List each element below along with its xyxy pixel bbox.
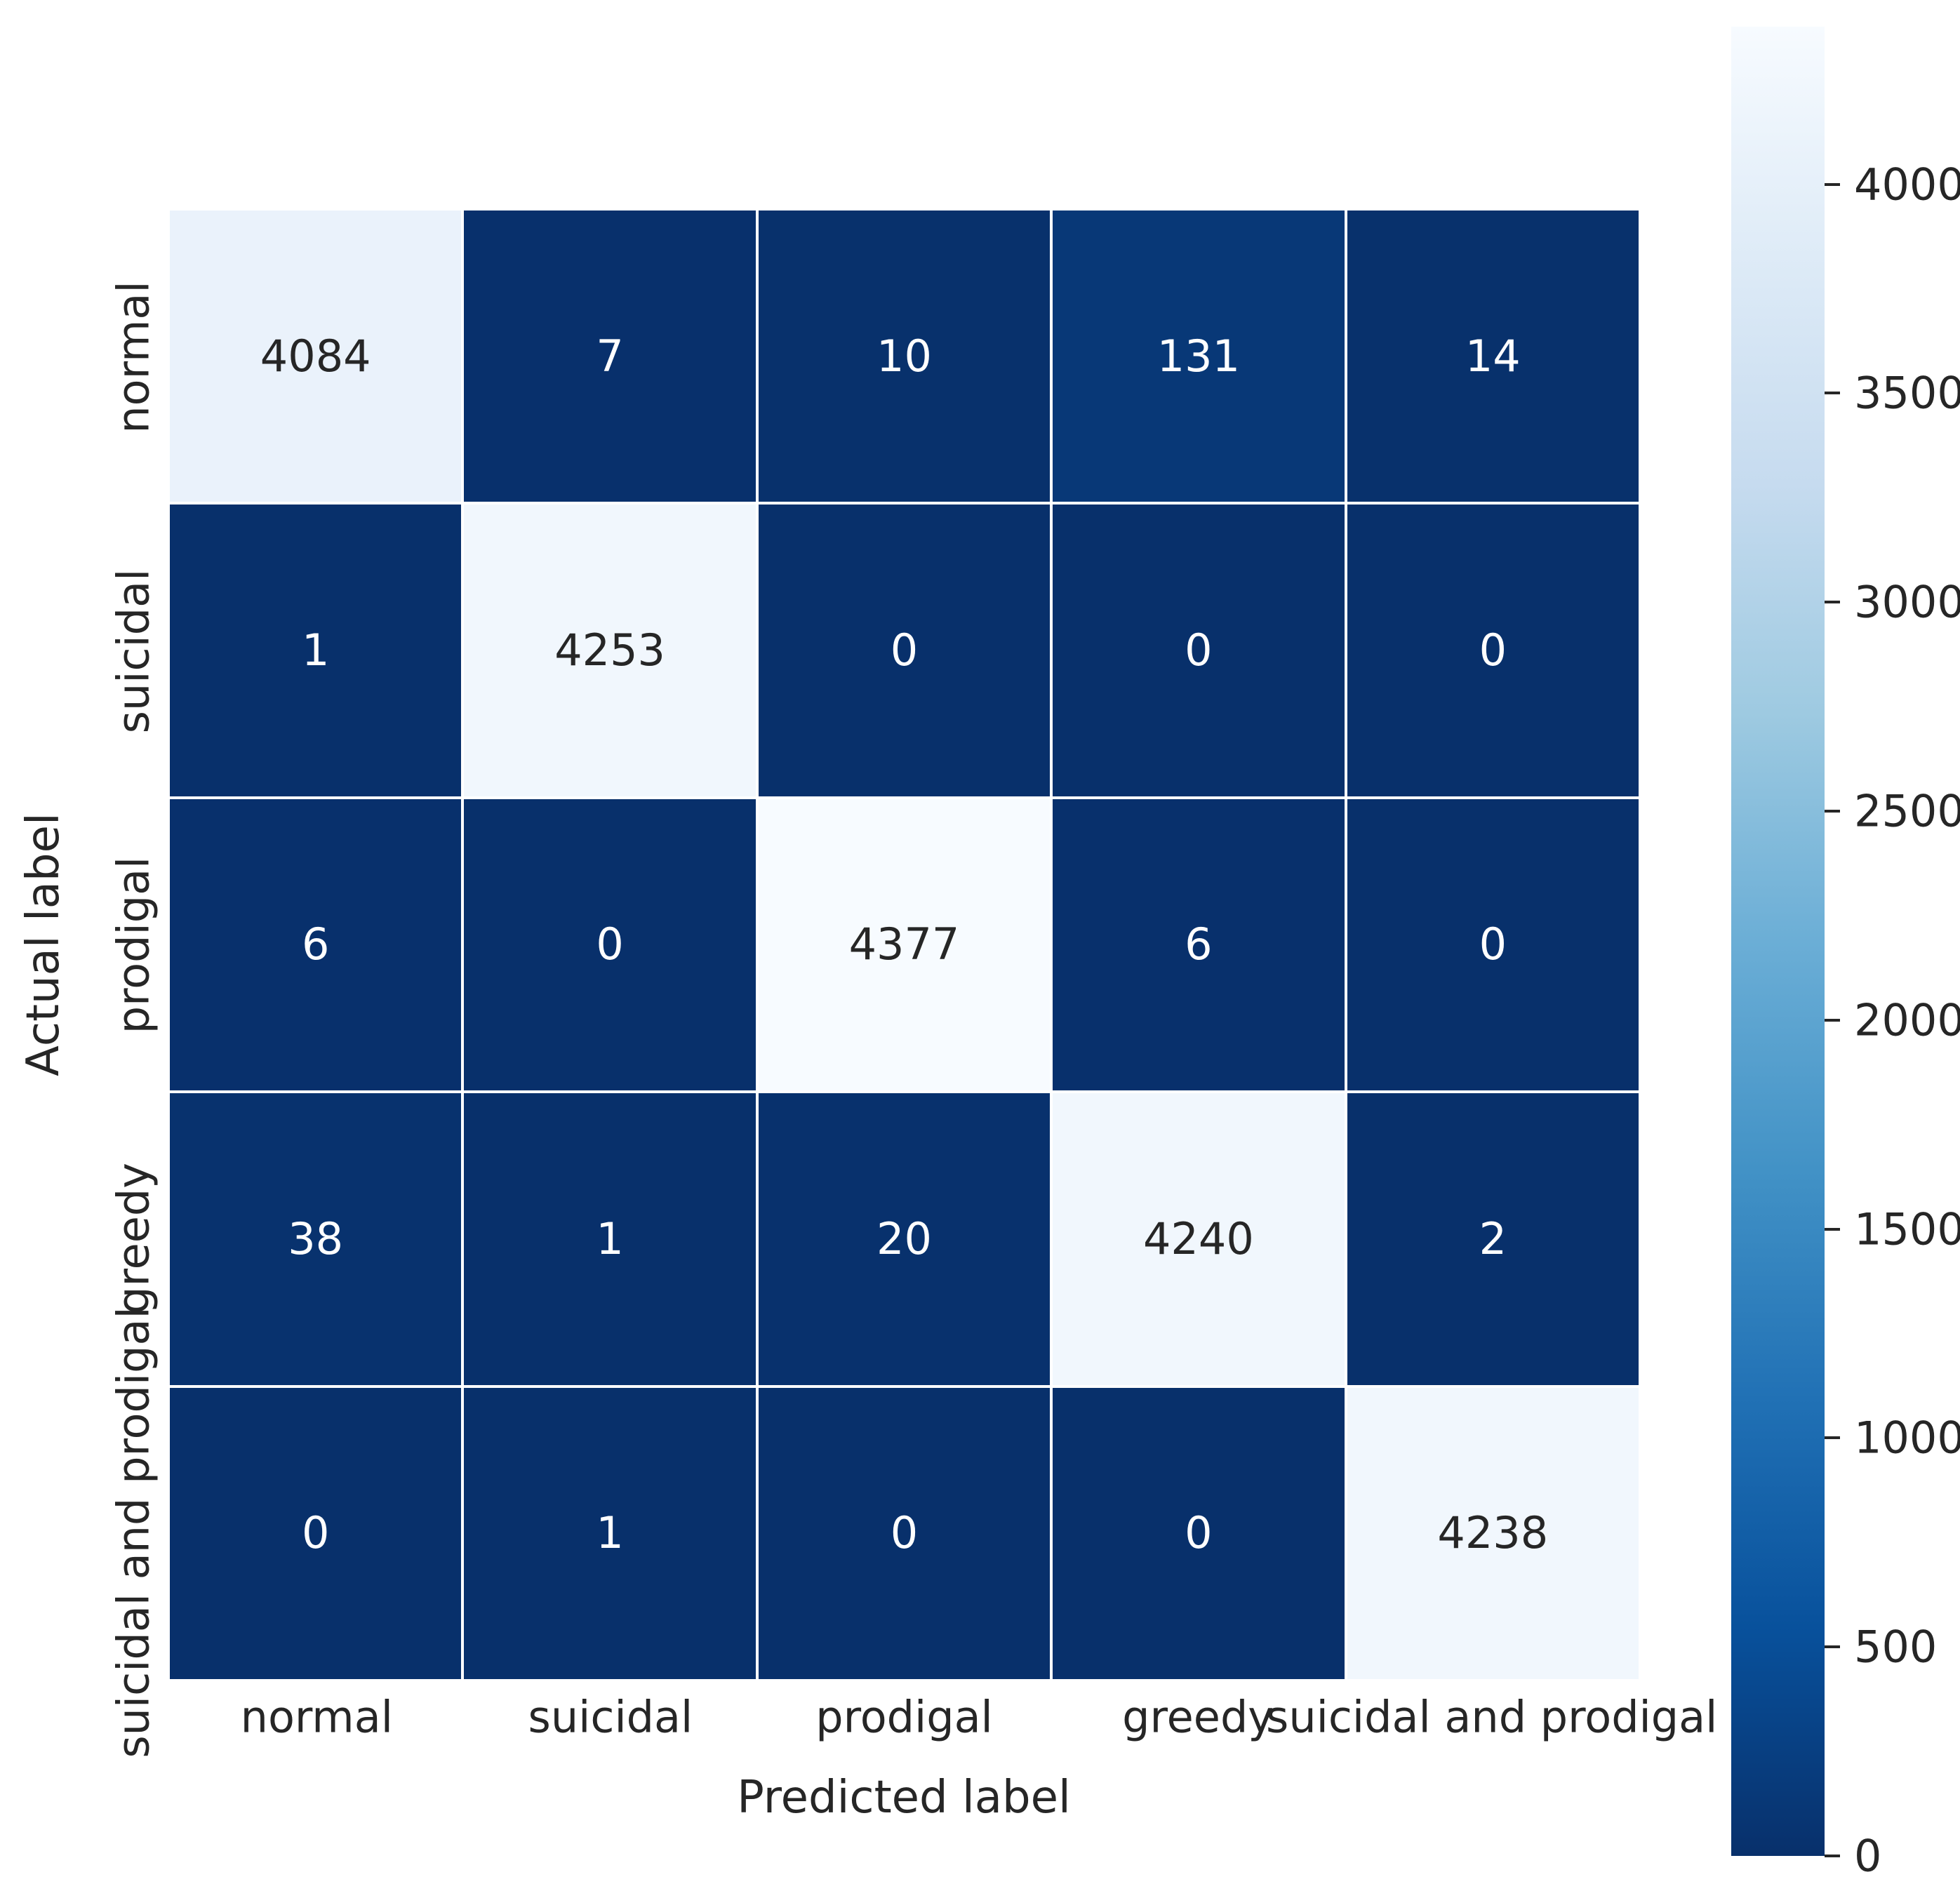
cell-value: 4377: [848, 918, 960, 970]
y-axis-title: Actual label: [18, 813, 69, 1076]
x-tick-label: prodigal: [815, 1691, 993, 1743]
colorbar-tick-label: 2500: [1854, 785, 1960, 837]
cell-value: 38: [288, 1212, 344, 1264]
heatmap-cell: 131: [1053, 211, 1345, 502]
y-tick-label: prodigal: [107, 856, 159, 1034]
colorbar-tick-dash: [1825, 1855, 1840, 1857]
colorbar-tick-label: 3000: [1854, 576, 1960, 628]
heatmap-cell: 0: [1347, 505, 1639, 796]
colorbar-tick-dash: [1825, 1227, 1840, 1231]
cell-value: 0: [1479, 624, 1507, 676]
cell-value: 6: [301, 918, 330, 970]
heatmap-cell: 6: [170, 799, 462, 1091]
heatmap-cell: 4238: [1347, 1387, 1639, 1679]
heatmap-cell: 0: [464, 799, 756, 1091]
heatmap-cell: 0: [758, 1387, 1051, 1679]
x-tick-label: suicidal and prodigal: [1266, 1691, 1718, 1743]
cell-value: 4238: [1437, 1507, 1549, 1559]
y-tick-label: suicidal: [107, 568, 159, 734]
colorbar-tick-label: 500: [1854, 1621, 1938, 1673]
heatmap-cell: 6: [1053, 799, 1345, 1091]
heatmap-cell: 4084: [170, 211, 462, 502]
cell-value: 0: [596, 918, 624, 970]
colorbar-tick-dash: [1825, 601, 1840, 604]
colorbar-tick-label: 2000: [1854, 994, 1960, 1046]
colorbar-tick-dash: [1825, 182, 1840, 186]
y-tick-label: normal: [107, 281, 159, 434]
cell-value: 131: [1156, 330, 1241, 382]
cell-value: 0: [301, 1507, 330, 1559]
cell-value: 6: [1185, 918, 1213, 970]
cell-value: 0: [890, 1507, 919, 1559]
cell-value: 0: [1185, 624, 1213, 676]
heatmap-cell: 4377: [758, 799, 1051, 1091]
cell-value: 1: [301, 624, 330, 676]
heatmap-cell: 0: [758, 505, 1051, 796]
colorbar-tick-dash: [1825, 392, 1840, 395]
heatmap-cell: 1: [464, 1387, 756, 1679]
cell-value: 7: [596, 330, 624, 382]
heatmap-cell: 0: [1053, 505, 1345, 796]
heatmap-cell: 14: [1347, 211, 1639, 502]
heatmap-cell: 0: [1053, 1387, 1345, 1679]
heatmap-cell: 7: [464, 211, 756, 502]
x-tick-label: suicidal: [528, 1691, 693, 1743]
cell-value: 4253: [554, 624, 665, 676]
cell-value: 14: [1465, 330, 1521, 382]
y-tick-label: suicidal and prodigal: [107, 1307, 159, 1758]
cell-value: 1: [596, 1507, 624, 1559]
x-axis-title: Predicted label: [737, 1772, 1071, 1824]
cell-value: 2: [1479, 1212, 1507, 1264]
cell-value: 0: [890, 624, 919, 676]
colorbar-tick-label: 3500: [1854, 367, 1960, 419]
colorbar-tick-label: 1000: [1854, 1412, 1960, 1464]
cell-value: 20: [876, 1212, 932, 1264]
colorbar-tick-dash: [1825, 1436, 1840, 1440]
cell-value: 4084: [260, 330, 371, 382]
colorbar: [1731, 27, 1825, 1856]
heatmap-cell: 10: [758, 211, 1051, 502]
cell-value: 0: [1479, 918, 1507, 970]
heatmap-cell: 0: [1347, 799, 1639, 1091]
y-tick-label: greedy: [107, 1163, 159, 1315]
colorbar-tick-label: 4000: [1854, 159, 1960, 211]
colorbar-gradient: [1731, 27, 1825, 1856]
heatmap-cell: 1: [170, 505, 462, 796]
heatmap-cell: 20: [758, 1093, 1051, 1385]
heatmap-grid: 4084 7 10 131 14 1 4253 0 0 0 6 0 4377 6 0 38 1 20 4240 2 0 1…: [170, 211, 1639, 1679]
cell-value: 10: [876, 330, 932, 382]
heatmap-cell: 2: [1347, 1093, 1639, 1385]
heatmap-cell: 1: [464, 1093, 756, 1385]
cell-value: 4240: [1142, 1212, 1254, 1264]
colorbar-tick-dash: [1825, 809, 1840, 813]
heatmap-cell: 0: [170, 1387, 462, 1679]
colorbar-tick-dash: [1825, 1018, 1840, 1022]
colorbar-tick-label: 0: [1854, 1830, 1882, 1882]
x-tick-label: greedy: [1122, 1691, 1274, 1743]
x-tick-label: normal: [240, 1691, 393, 1743]
cell-value: 0: [1185, 1507, 1213, 1559]
heatmap-cell: 4240: [1053, 1093, 1345, 1385]
cell-value: 1: [596, 1212, 624, 1264]
heatmap-cell: 38: [170, 1093, 462, 1385]
heatmap-cell: 4253: [464, 505, 756, 796]
colorbar-tick-dash: [1825, 1645, 1840, 1649]
colorbar-tick-label: 1500: [1854, 1203, 1960, 1255]
